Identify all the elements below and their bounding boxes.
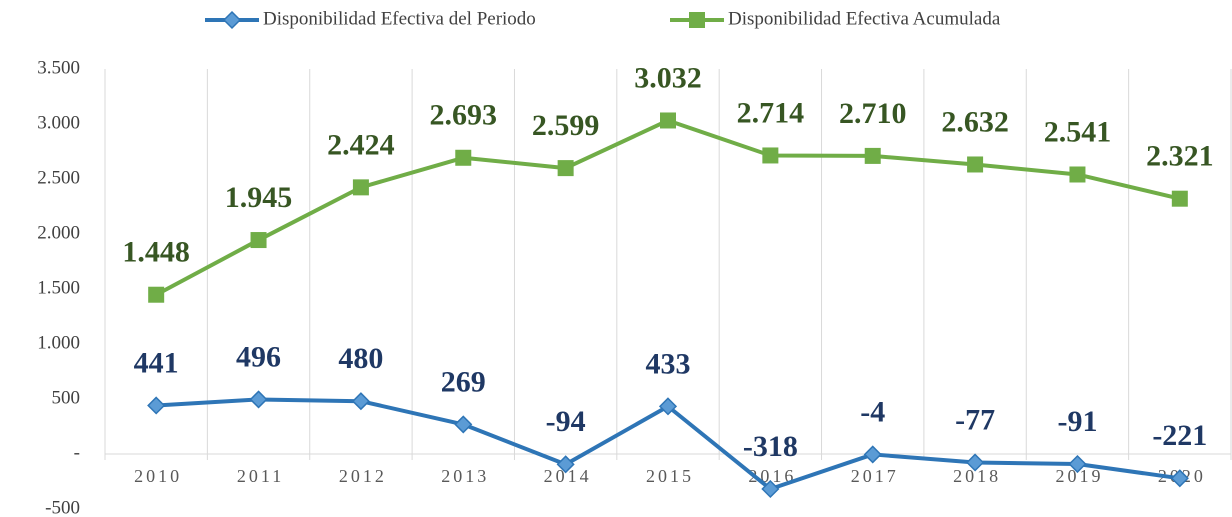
marker bbox=[1171, 190, 1188, 207]
marker bbox=[761, 479, 780, 499]
x-tick-label: 2017 bbox=[851, 466, 899, 486]
y-tick-label: 3.000 bbox=[37, 112, 80, 133]
data-label: 441 bbox=[134, 346, 179, 379]
marker bbox=[1069, 166, 1086, 183]
marker bbox=[222, 10, 242, 30]
marker bbox=[864, 147, 881, 164]
y-tick-label: 2.000 bbox=[37, 222, 80, 243]
y-tick-label: - bbox=[74, 442, 80, 463]
marker bbox=[250, 232, 267, 249]
marker bbox=[658, 397, 678, 416]
data-label: -94 bbox=[546, 405, 586, 438]
marker bbox=[249, 390, 268, 409]
x-tick-label: 2011 bbox=[237, 466, 284, 486]
data-label: 269 bbox=[441, 365, 486, 398]
x-tick-label: 2015 bbox=[646, 466, 694, 486]
y-tick-label: 500 bbox=[52, 387, 81, 408]
data-label: 2.710 bbox=[839, 97, 907, 130]
data-label: 2.693 bbox=[430, 99, 498, 132]
marker bbox=[660, 112, 676, 129]
data-label: 2.424 bbox=[327, 128, 395, 161]
data-label: 2.321 bbox=[1146, 140, 1214, 173]
data-label: 1.448 bbox=[122, 236, 190, 269]
y-tick-label: 3.500 bbox=[37, 57, 80, 78]
x-tick-label: 2010 bbox=[134, 466, 182, 486]
data-label: -318 bbox=[743, 430, 798, 463]
data-label: -77 bbox=[955, 403, 995, 436]
x-tick-label: 2014 bbox=[544, 466, 592, 486]
marker bbox=[967, 156, 984, 173]
x-tick-label: 2018 bbox=[953, 466, 1001, 486]
y-tick-label: 2.500 bbox=[37, 167, 80, 188]
data-label: 2.599 bbox=[532, 109, 600, 142]
marker bbox=[966, 453, 985, 472]
marker bbox=[689, 12, 705, 28]
x-tick-label: 2019 bbox=[1055, 466, 1103, 486]
data-label: 2.632 bbox=[941, 105, 1009, 138]
y-tick-label: -500 bbox=[45, 497, 80, 517]
x-tick-label: 2012 bbox=[339, 466, 387, 486]
marker bbox=[351, 392, 370, 411]
marker bbox=[1170, 469, 1189, 488]
legend-label: Disponibilidad Efectiva Acumulada bbox=[728, 8, 1001, 29]
legend-label: Disponibilidad Efectiva del Periodo bbox=[263, 8, 536, 29]
data-label: 433 bbox=[646, 347, 691, 380]
data-label: 480 bbox=[338, 342, 383, 375]
marker bbox=[1068, 454, 1087, 474]
data-label: -4 bbox=[860, 395, 885, 428]
marker bbox=[148, 286, 165, 303]
y-tick-label: 1.000 bbox=[37, 332, 80, 353]
data-label: 2.714 bbox=[737, 96, 805, 129]
marker bbox=[352, 179, 369, 196]
data-label: -91 bbox=[1057, 405, 1097, 438]
marker bbox=[454, 415, 473, 434]
marker bbox=[556, 455, 575, 474]
data-label: 496 bbox=[236, 340, 281, 373]
data-label: -221 bbox=[1152, 419, 1207, 452]
data-label: 2.541 bbox=[1044, 115, 1112, 148]
marker bbox=[557, 160, 574, 177]
marker bbox=[147, 396, 166, 415]
marker bbox=[863, 445, 882, 464]
data-label: 3.032 bbox=[634, 61, 702, 94]
x-tick-label: 2013 bbox=[441, 466, 489, 486]
marker bbox=[762, 147, 779, 164]
marker bbox=[455, 149, 472, 166]
data-label: 1.945 bbox=[225, 181, 293, 214]
y-tick-label: 1.500 bbox=[37, 277, 80, 298]
